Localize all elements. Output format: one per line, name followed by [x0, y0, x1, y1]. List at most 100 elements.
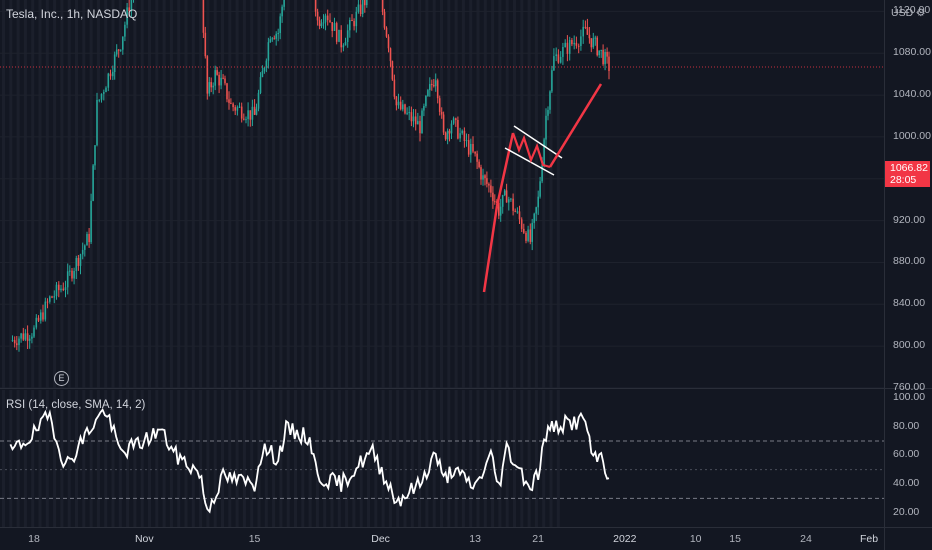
earnings-icon[interactable]: E: [54, 371, 69, 386]
session-stripe: [359, 0, 363, 388]
session-stripe: [440, 0, 443, 388]
candle-body: [397, 101, 400, 106]
rsi-tick-label: 100.00: [893, 391, 926, 403]
candle-body: [412, 116, 415, 122]
session-stripe: [315, 390, 319, 527]
candle-body: [438, 98, 441, 112]
candle-body: [230, 102, 232, 104]
price-tick-label: 1120.00: [893, 4, 931, 17]
session-stripe: [118, 0, 122, 388]
candle-body: [351, 20, 353, 21]
rsi-axis[interactable]: 100.00 80.00 60.00 40.00 20.00: [885, 390, 932, 527]
candle-body: [277, 33, 279, 34]
candle-body: [472, 144, 474, 152]
session-stripe: [461, 0, 465, 388]
session-stripe: [308, 390, 312, 527]
candle-body: [596, 37, 598, 56]
candle-body: [92, 165, 94, 201]
candle-body: [31, 336, 33, 339]
session-stripe: [403, 0, 407, 388]
session-stripe: [206, 390, 210, 527]
session-stripe: [308, 0, 312, 388]
candle-body: [130, 0, 133, 11]
candle-body: [533, 213, 535, 223]
time-axis-separator: [0, 527, 932, 528]
candle-body: [275, 33, 277, 39]
candle-body: [253, 106, 256, 115]
candle-body: [35, 317, 38, 328]
candle-body: [564, 42, 566, 48]
session-stripe: [155, 0, 159, 388]
candle-body: [214, 70, 216, 86]
candle-body: [255, 108, 258, 115]
candle-body: [331, 22, 333, 31]
session-stripe: [345, 390, 349, 527]
candle-body: [501, 195, 504, 207]
candle-body: [414, 116, 417, 125]
session-stripe: [148, 0, 151, 388]
session-stripe: [527, 0, 531, 388]
candle-body: [604, 52, 606, 65]
candle-body: [267, 42, 270, 61]
time-tick-label: Dec: [371, 533, 390, 545]
candle-body: [58, 284, 60, 291]
candle-body: [459, 133, 461, 139]
candle-body: [240, 106, 243, 119]
candle-body: [486, 178, 488, 184]
candle-body: [86, 234, 88, 246]
rsi-canvas[interactable]: [0, 390, 884, 527]
candle-body: [281, 6, 283, 17]
candle-body: [455, 118, 457, 120]
rsi-pane[interactable]: [0, 390, 884, 527]
candle-body: [577, 45, 580, 47]
candle-body: [128, 7, 130, 11]
price-chart-canvas[interactable]: [0, 0, 884, 388]
candle-body: [94, 145, 96, 166]
candle-body: [103, 92, 105, 94]
candle-body: [512, 198, 514, 211]
session-stripe: [301, 390, 305, 527]
trend-line: [495, 132, 515, 207]
candle-body: [488, 183, 490, 186]
session-stripe: [542, 0, 546, 388]
candle-body: [551, 70, 553, 92]
rsi-title: RSI (14, close, SMA, 14, 2): [6, 399, 146, 411]
candle-body: [105, 87, 107, 93]
session-stripe: [520, 390, 524, 527]
session-stripe: [169, 390, 173, 527]
currency-label[interactable]: USD ⚙: [891, 7, 926, 19]
candle-body: [391, 61, 394, 80]
candle-body: [259, 77, 262, 93]
candle-body: [109, 73, 112, 77]
candle-body: [434, 80, 437, 87]
candle-body: [212, 85, 214, 88]
session-stripe: [96, 0, 100, 388]
pane-separator[interactable]: [0, 388, 932, 389]
price-chart-pane[interactable]: Tesla, Inc., 1h, NASDAQ E: [0, 0, 884, 388]
session-stripe: [549, 390, 553, 527]
candle-body: [55, 284, 58, 296]
rsi-line: [9, 407, 610, 514]
candle-body: [222, 77, 224, 79]
session-stripe: [418, 390, 422, 527]
price-axis[interactable]: 1240.001200.001160.001120.001080.001040.…: [885, 0, 932, 393]
time-tick-label: 15: [729, 533, 741, 545]
session-stripe: [31, 390, 35, 527]
session-stripe: [104, 390, 108, 527]
session-stripe: [513, 390, 516, 527]
time-tick-label: 10: [689, 533, 702, 545]
candle-body: [557, 54, 560, 63]
candle-body: [510, 198, 512, 200]
candle-body: [470, 144, 472, 155]
candle-body: [46, 301, 49, 303]
session-stripe: [140, 390, 144, 527]
session-stripe: [388, 0, 392, 388]
session-stripe: [257, 0, 261, 388]
candle-body: [492, 192, 494, 202]
session-stripe: [294, 0, 297, 388]
candle-body: [112, 71, 114, 77]
session-stripe: [367, 0, 370, 388]
candle-body: [423, 106, 425, 111]
candle-body: [446, 130, 449, 140]
candle-body: [66, 271, 69, 288]
